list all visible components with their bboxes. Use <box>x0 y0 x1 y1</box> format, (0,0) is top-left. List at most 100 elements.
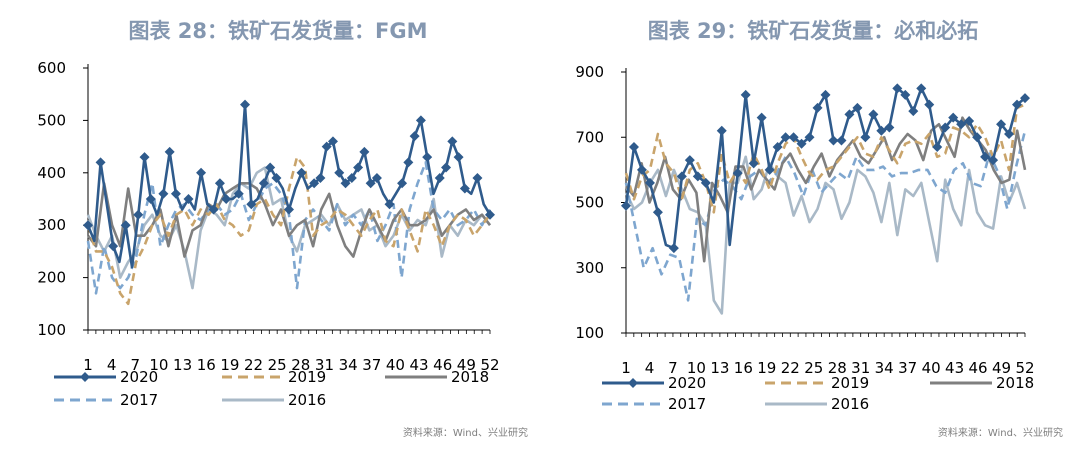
x-tick-label: 22 <box>244 356 263 374</box>
x-tick-label: 1 <box>621 359 631 377</box>
x-tick-label: 31 <box>315 356 334 374</box>
x-tick-label: 25 <box>268 356 287 374</box>
series-point-2020 <box>397 178 408 189</box>
x-tick-label: 34 <box>875 359 894 377</box>
series-point-2020 <box>139 152 150 163</box>
series-point-2020 <box>359 146 370 157</box>
series-point-2020 <box>1012 99 1023 110</box>
x-tick-label: 31 <box>851 359 870 377</box>
x-tick-label: 4 <box>645 359 655 377</box>
series-point-2020 <box>684 155 695 166</box>
series-point-2020 <box>315 173 326 184</box>
series-point-2020 <box>1004 128 1015 139</box>
series-point-2020 <box>860 132 871 143</box>
y-tick-label: 500 <box>575 194 604 212</box>
series-point-2020 <box>284 204 294 215</box>
x-tick-label: 19 <box>757 359 776 377</box>
legend-label-2016: 2016 <box>831 395 869 413</box>
series-point-2020 <box>780 132 791 143</box>
x-tick-label: 13 <box>710 359 729 377</box>
source-note: 资料来源：Wind、兴业研究 <box>938 426 1063 439</box>
series-line-2017 <box>86 161 492 295</box>
series-point-2020 <box>621 200 631 211</box>
series-point-2020 <box>271 173 282 184</box>
series-point-2020 <box>321 141 332 152</box>
series-point-2020 <box>441 162 452 173</box>
legend-label-2019: 2019 <box>831 374 869 392</box>
series-point-2020 <box>133 209 144 220</box>
x-tick-label: 49 <box>992 359 1011 377</box>
x-tick-label: 7 <box>668 359 678 377</box>
legend-marker-2020 <box>80 372 90 382</box>
y-tick-label: 400 <box>37 164 66 182</box>
x-tick-label: 25 <box>804 359 823 377</box>
series-point-2020 <box>700 177 711 188</box>
series-point-2020 <box>265 162 276 173</box>
series-point-2020 <box>844 109 855 120</box>
legend-label-2019: 2019 <box>288 368 326 386</box>
series-point-2020 <box>108 241 119 252</box>
y-tick-label: 100 <box>37 321 66 339</box>
series-point-2020 <box>956 119 967 130</box>
series-point-2020 <box>772 142 783 153</box>
series-point-2020 <box>95 157 106 168</box>
series-point-2020 <box>820 89 831 100</box>
chart-title: 图表 29：铁矿石发货量：必和必拓 <box>648 19 979 43</box>
legend-label-2016: 2016 <box>288 391 326 409</box>
series-point-2020 <box>836 135 847 146</box>
series-point-2020 <box>240 99 251 110</box>
series-point-2020 <box>668 243 679 254</box>
series-point-2020 <box>892 83 903 94</box>
series-point-2020 <box>996 119 1007 130</box>
series-point-2020 <box>384 199 395 210</box>
series-point-2020 <box>183 194 194 204</box>
x-tick-label: 52 <box>1015 359 1034 377</box>
legend-label-2017: 2017 <box>668 395 706 413</box>
series-point-2020 <box>309 178 320 189</box>
series-point-2020 <box>246 199 257 210</box>
legend-label-2017: 2017 <box>120 391 158 409</box>
series-point-2020 <box>353 162 364 173</box>
series-point-2020 <box>876 125 887 136</box>
series-point-2020 <box>852 102 863 113</box>
y-tick-label: 600 <box>37 59 66 77</box>
series-point-2020 <box>434 173 445 184</box>
chart-title: 图表 28：铁矿石发货量：FGM <box>128 19 427 43</box>
series-point-2020 <box>748 158 759 169</box>
legend-label-2018: 2018 <box>996 374 1034 392</box>
y-tick-label: 100 <box>575 324 604 342</box>
x-tick-label: 13 <box>173 356 192 374</box>
series-point-2020 <box>409 131 420 142</box>
series-point-2020 <box>258 178 269 189</box>
series-line-2018 <box>624 116 1027 263</box>
series-point-2020 <box>692 171 703 182</box>
x-tick-label: 40 <box>386 356 405 374</box>
x-tick-label: 4 <box>107 356 117 374</box>
legend-marker-2020 <box>628 378 638 388</box>
series-point-2020 <box>812 102 823 113</box>
x-tick-label: 37 <box>898 359 917 377</box>
series-point-2020 <box>403 157 414 168</box>
series-point-2020 <box>214 178 225 189</box>
series-point-2020 <box>964 115 975 126</box>
series-point-2020 <box>296 167 307 178</box>
series-point-2020 <box>447 136 458 147</box>
x-tick-label: 46 <box>969 359 988 377</box>
x-tick-label: 43 <box>410 356 429 374</box>
series-point-2020 <box>158 188 169 199</box>
y-tick-label: 900 <box>575 63 604 81</box>
series-point-2020 <box>716 125 727 136</box>
series-point-2020 <box>365 178 376 189</box>
series-point-2020 <box>972 132 983 143</box>
series-point-2020 <box>644 177 655 188</box>
series-point-2020 <box>340 178 351 189</box>
legend-label-2020: 2020 <box>120 368 158 386</box>
series-point-2020 <box>628 142 639 153</box>
series-point-2020 <box>327 136 338 147</box>
series-point-2020 <box>804 132 815 143</box>
x-tick-label: 34 <box>339 356 358 374</box>
series-point-2020 <box>164 146 175 157</box>
series-point-2020 <box>884 122 895 133</box>
series-point-2020 <box>796 138 807 149</box>
